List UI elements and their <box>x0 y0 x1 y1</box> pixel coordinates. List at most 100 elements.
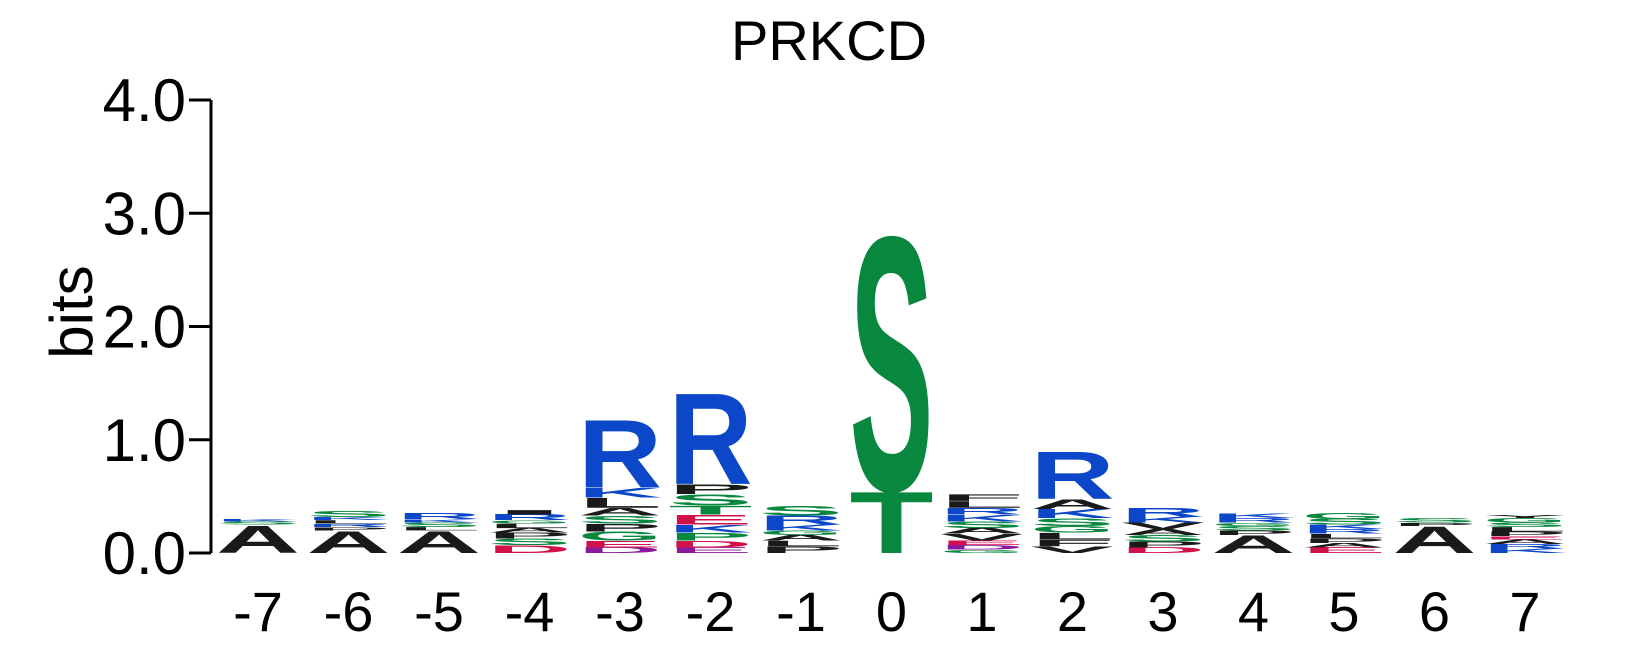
logo-letter-S: S <box>216 520 300 525</box>
logo-letter-A: A <box>1302 542 1386 549</box>
logo-letter-S: S <box>488 537 572 548</box>
logo-letter-S: S <box>307 510 391 519</box>
logo-letter-E: E <box>578 539 662 550</box>
logo-letter-Y: Y <box>1483 514 1567 519</box>
x-tick-label: -1 <box>776 580 826 643</box>
logo-letter-L: L <box>578 495 662 511</box>
y-axis-ticks: 0.0 1.0 2.0 3.0 4.0 <box>103 67 211 587</box>
logo-letter-L: L <box>1483 526 1567 533</box>
y-tick-label: 0.0 <box>103 520 186 587</box>
logo-letter-R: R <box>1302 528 1386 535</box>
y-tick-label: 3.0 <box>103 180 186 247</box>
logo-letter-K: K <box>578 485 662 501</box>
logo-letter-S: S <box>397 521 481 528</box>
logo-letter-R: R <box>307 523 391 528</box>
logo-letter-G: G <box>759 529 843 536</box>
x-axis-ticks: -7 -6 -5 -4 -3 -2 -1 0 1 2 3 4 5 6 7 <box>233 580 1540 643</box>
logo-letter-L: L <box>1031 531 1115 542</box>
y-axis-label: bits <box>38 265 105 358</box>
logo-letter-A: A <box>759 533 843 542</box>
logo-letter-E: E <box>1483 535 1567 540</box>
logo-letter-V: V <box>1121 521 1205 532</box>
y-tick-label: 1.0 <box>103 407 186 474</box>
logo-letter-T: T <box>669 503 753 517</box>
logo-letter-G: G <box>1302 512 1386 521</box>
y-tick-label: 2.0 <box>103 294 186 361</box>
logo-letter-S: S <box>1483 521 1567 528</box>
logo-letter-K: K <box>1483 547 1567 554</box>
x-tick-label: 5 <box>1328 580 1359 643</box>
logo-letter-R: R <box>488 513 572 522</box>
logo-letter-P: P <box>1393 522 1477 527</box>
logo-letter-S: S <box>850 161 934 567</box>
logo-letter-P: P <box>1302 537 1386 544</box>
logo-letter-S: S <box>940 520 1024 531</box>
chart-title: PRKCD <box>731 9 927 72</box>
x-tick-label: 2 <box>1057 580 1088 643</box>
logo-letter-P: P <box>759 544 843 555</box>
logo-letter-A: A <box>1031 496 1115 512</box>
logo-letter-P: P <box>307 526 391 531</box>
logo-letter-F: F <box>940 492 1024 503</box>
logo-letter-R: R <box>397 512 481 521</box>
logo-letter-I: I <box>488 509 572 516</box>
logo-letter-A: A <box>397 525 481 560</box>
logo-letter-D: D <box>578 546 662 555</box>
logo-letter-G: G <box>578 529 662 543</box>
logo-letter-L: L <box>397 526 481 531</box>
logo-letter-E: E <box>940 539 1024 546</box>
x-tick-label: -6 <box>324 580 374 643</box>
logo-letter-R: R <box>578 399 662 508</box>
logo-letter-P: P <box>669 481 753 497</box>
logo-letter-S: S <box>1121 533 1205 544</box>
logo-letter-K: K <box>1121 515 1205 524</box>
logo-letter-P: P <box>1483 530 1567 537</box>
logo-letter-G: G <box>488 519 572 524</box>
logo-letter-K: K <box>759 523 843 532</box>
logo-letter-G: G <box>940 549 1024 554</box>
logo-letter-F: F <box>1031 538 1115 549</box>
logo-letter-A: A <box>1212 530 1296 558</box>
logo-letter-S: S <box>578 514 662 526</box>
logo-letter-S: S <box>1393 517 1477 524</box>
logo-letter-P: P <box>488 531 572 540</box>
logo-letter-K: K <box>397 518 481 523</box>
logo-letter-L: L <box>488 522 572 529</box>
logo-letter-L: L <box>759 539 843 548</box>
logo-letter-P: P <box>578 522 662 534</box>
logo-letter-D: D <box>1121 546 1205 555</box>
x-tick-label: -7 <box>233 580 283 643</box>
logo-letter-A: A <box>307 525 391 560</box>
logo-letter-S: S <box>1031 516 1115 528</box>
logo-letter-P: P <box>669 531 753 543</box>
x-tick-label: -4 <box>505 580 555 643</box>
logo-letter-S: S <box>1212 525 1296 532</box>
logo-letter-K: K <box>216 518 300 521</box>
logo-letter-E: E <box>1302 546 1386 555</box>
logo-columns: ASKAPRLKSALSKRDSPALGRIDEGPSALKREDPKETSPR… <box>216 161 1567 572</box>
logo-letter-E: E <box>669 512 753 528</box>
logo-letter-K: K <box>1302 524 1386 531</box>
logo-letter-G: G <box>1031 524 1115 534</box>
logo-letter-E: E <box>669 546 753 555</box>
logo-letter-A: A <box>1483 538 1567 545</box>
logo-letter-G: G <box>1483 517 1567 524</box>
x-tick-label: -2 <box>686 580 736 643</box>
logo-letter-V: V <box>940 532 1024 543</box>
logo-letter-A: A <box>1121 528 1205 537</box>
x-tick-label: 3 <box>1147 580 1178 643</box>
logo-letter-K: K <box>307 516 391 521</box>
logo-letter-R: R <box>759 513 843 527</box>
logo-letter-R: R <box>1483 543 1567 550</box>
